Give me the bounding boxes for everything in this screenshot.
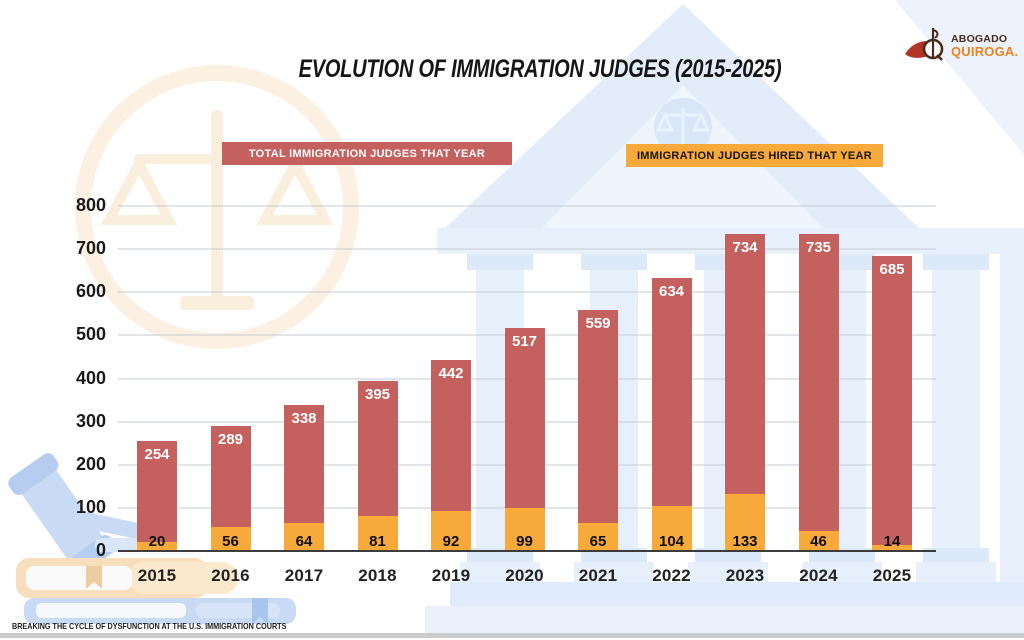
x-tick-label: 2021 [578, 566, 618, 585]
x-tick-label: 2016 [211, 566, 250, 585]
bar-total-2021: 559 [578, 309, 618, 551]
bar-total-2015: 254 [137, 441, 177, 551]
x-tick-label: 2023 [725, 566, 765, 585]
y-tick-label: 0 [95, 540, 106, 560]
bar-hired-2022 [651, 506, 692, 551]
bar-total-2020: 517 [504, 328, 545, 551]
bar-total-label: 254 [144, 446, 170, 464]
x-tick-label: 2015 [137, 566, 177, 585]
bar-hired-label: 99 [516, 533, 533, 550]
bar-total-label: 517 [511, 333, 538, 351]
bar-hired-2025 [872, 544, 912, 551]
bar-hired-label: 20 [148, 533, 166, 550]
bar-total-2019: 442 [431, 360, 471, 551]
pediment-scales-icon [655, 108, 711, 146]
y-tick-label: 800 [75, 195, 106, 215]
y-tick-label: 500 [75, 324, 106, 345]
y-tick-label: 300 [75, 410, 106, 431]
bar-total-2016: 289 [210, 426, 251, 551]
bar-total-label: 685 [879, 260, 905, 278]
blue-book [24, 598, 296, 625]
bar-total-2023: 734 [725, 234, 765, 551]
corner-wedge [895, 0, 1024, 155]
bar-hired-2015 [137, 542, 177, 551]
gridline [118, 205, 936, 207]
brand-name-line1: ABOGADO [951, 32, 1008, 45]
gridline [118, 291, 936, 294]
x-tick-label: 2020 [505, 566, 544, 585]
bar-total-label: 734 [732, 239, 758, 257]
step-upper [450, 582, 1024, 606]
bar-hired-2019 [431, 511, 471, 551]
y-tick-label: 700 [75, 238, 106, 259]
bar-total-2018: 395 [357, 380, 398, 551]
bar-hired-label: 81 [369, 533, 386, 550]
bar-hired-2018 [357, 516, 398, 551]
bar-total-label: 289 [217, 431, 244, 449]
bar-hired-label: 104 [658, 533, 685, 550]
bar-hired-2021 [578, 522, 618, 551]
y-tick-label: 100 [75, 496, 106, 517]
bar-hired-2016 [210, 526, 251, 551]
bar-hired-label: 133 [732, 533, 758, 550]
bar-hired-2023 [725, 493, 765, 551]
x-axis-line [118, 550, 936, 552]
bar-total-2017: 338 [284, 405, 324, 551]
bar-total-2025: 685 [872, 255, 912, 551]
brand-logo: ABOGADO QUIROGA. [903, 26, 1018, 66]
bar-total-label: 395 [364, 385, 391, 403]
bar-total-label: 735 [805, 239, 832, 257]
bar-total-2024: 735 [798, 234, 839, 551]
bar-total-label: 634 [658, 282, 685, 300]
y-tick-label: 600 [75, 281, 106, 302]
brand-logo-text: ABOGADO QUIROGA. [951, 32, 1019, 59]
legend-hired-judges: IMMIGRATION JUDGES HIRED THAT YEAR [626, 144, 883, 167]
bar-total-label: 442 [438, 365, 464, 383]
x-tick-label: 2025 [872, 566, 912, 585]
x-tick-label: 2022 [652, 566, 691, 585]
page-title: EVOLUTION OF IMMIGRATION JUDGES (2015-20… [298, 55, 782, 83]
bar-hired-label: 64 [295, 533, 313, 550]
x-tick-label: 2017 [284, 566, 324, 585]
bar-total-label: 338 [291, 410, 317, 428]
cream-book [16, 558, 238, 598]
footer-caption: BREAKING THE CYCLE OF DYSFUNCTION AT THE… [12, 621, 287, 631]
bar-hired-label: 56 [222, 533, 239, 550]
bar-total-label: 559 [585, 314, 611, 332]
bar-hired-2024 [798, 531, 839, 551]
bar-hired-label: 92 [442, 533, 460, 550]
x-tick-label: 2019 [431, 566, 471, 585]
legend-total-judges: TOTAL IMMIGRATION JUDGES THAT YEAR [222, 142, 512, 165]
bar-hired-label: 46 [810, 533, 827, 550]
brand-logo-icon [905, 28, 944, 61]
bar-hired-2020 [504, 508, 545, 551]
x-tick-label: 2024 [799, 566, 838, 585]
y-tick-label: 200 [75, 453, 106, 474]
emblem-ring [75, 65, 359, 349]
y-tick-label: 400 [75, 367, 106, 388]
gridline [118, 248, 936, 251]
brand-name-line2: QUIROGA. [951, 43, 1019, 59]
step-lower [425, 606, 1024, 633]
bar-total-2022: 634 [651, 277, 692, 551]
bar-hired-label: 65 [589, 533, 607, 550]
x-tick-label: 2018 [358, 566, 397, 585]
bar-hired-label: 14 [883, 533, 901, 550]
bottom-strip [0, 633, 1024, 638]
bar-hired-2017 [284, 523, 324, 551]
